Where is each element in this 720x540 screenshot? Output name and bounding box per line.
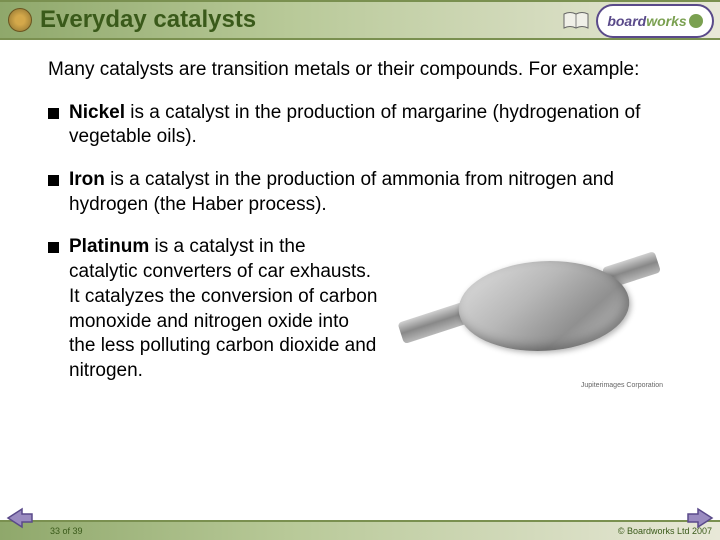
catalytic-converter-image: Jupiterimages Corporation [389,231,669,391]
page-number: 33 of 39 [50,526,83,536]
slide-footer: 33 of 39 © Boardworks Ltd 2007 [0,520,720,540]
image-credit: Jupiterimages Corporation [581,382,663,389]
bullet-iron: Iron is a catalyst in the production of … [48,168,680,217]
logo-works: works [646,13,686,29]
bullet-text: Nickel is a catalyst in the production o… [69,101,680,150]
book-icon [562,10,590,32]
bullet-text: Iron is a catalyst in the production of … [69,168,680,217]
logo-dot-icon [689,14,703,28]
bullet-rest: is a catalyst in the production of ammon… [69,169,614,215]
bullet-text: Platinum is a catalyst in the catalytic … [69,235,379,383]
slide-content: Many catalysts are transition metals or … [0,40,720,391]
bullet-nickel: Nickel is a catalyst in the production o… [48,101,680,150]
slide-title: Everyday catalysts [40,6,256,34]
logo-board: board [607,13,646,29]
intro-text: Many catalysts are transition metals or … [48,58,680,83]
bullet-bold: Iron [69,169,105,190]
bullet-rest: is a catalyst in the catalytic converter… [69,236,377,380]
bullet-rest: is a catalyst in the production of marga… [69,102,640,148]
slide-header: Everyday catalysts boardworks [0,0,720,40]
converter-body-icon [453,261,636,351]
bullet-bold: Platinum [69,236,149,257]
boardworks-logo: boardworks [596,4,714,38]
bullet-marker [48,108,59,119]
bullet-marker [48,175,59,186]
bullet-platinum: Platinum is a catalyst in the catalytic … [48,235,680,391]
header-badge-icon [8,8,32,32]
prev-slide-button[interactable] [4,506,36,530]
bullet-marker [48,242,59,253]
bullet-bold: Nickel [69,102,125,123]
next-slide-button[interactable] [684,506,716,530]
